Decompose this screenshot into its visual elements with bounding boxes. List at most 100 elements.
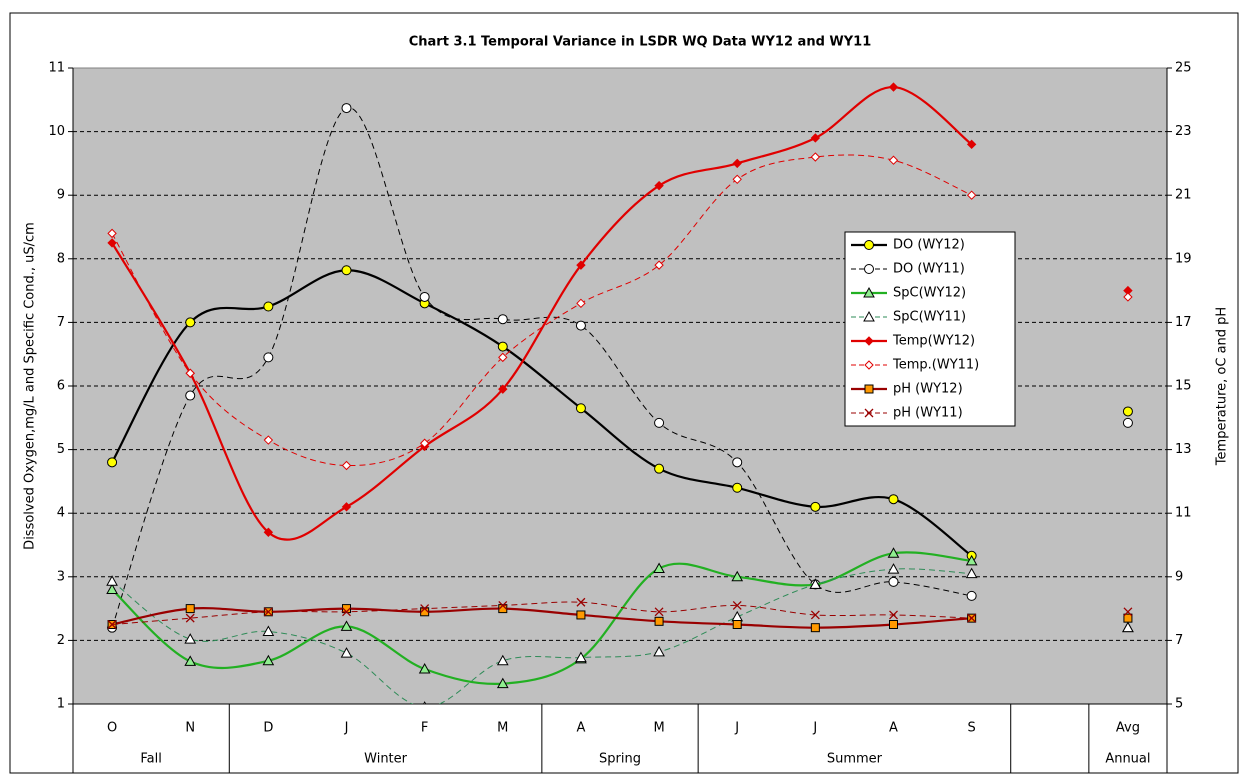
marker: [185, 368, 195, 378]
marker: [863, 310, 875, 322]
y-tick-label: 11: [48, 61, 65, 76]
marker: [864, 240, 874, 250]
marker: [888, 494, 899, 505]
marker: [965, 567, 978, 579]
legend-label: DO (WY12): [893, 238, 965, 253]
marker: [653, 562, 665, 574]
x-tick-label: Avg: [1116, 721, 1140, 736]
marker: [342, 607, 351, 617]
y2-tick-label: 21: [1175, 188, 1192, 203]
marker: [1123, 292, 1133, 302]
y2-tick-label: 9: [1175, 569, 1183, 584]
y-tick-label: 5: [57, 442, 65, 457]
marker: [654, 180, 664, 191]
y2-tick-label: 15: [1175, 379, 1192, 394]
x-group-label: Summer: [827, 752, 883, 767]
marker: [576, 597, 586, 607]
x-tick-label: O: [107, 721, 117, 736]
marker: [185, 613, 195, 623]
y2-tick-label: 11: [1175, 506, 1192, 521]
marker: [420, 604, 430, 614]
legend-box: [844, 231, 1016, 427]
marker: [889, 610, 898, 620]
marker: [107, 620, 117, 629]
marker: [496, 654, 509, 666]
marker: [654, 607, 664, 617]
marker: [576, 610, 586, 620]
marker: [864, 264, 874, 274]
y-tick-label: 2: [57, 633, 65, 648]
marker: [863, 286, 875, 298]
marker: [732, 482, 743, 493]
marker: [654, 417, 665, 428]
marker: [340, 620, 353, 631]
marker: [888, 155, 899, 165]
marker: [809, 578, 822, 589]
legend-label: pH (WY12): [893, 382, 963, 397]
y-tick-label: 3: [57, 569, 65, 584]
x-tick-label: M: [497, 721, 508, 736]
marker: [106, 583, 118, 595]
marker: [341, 265, 352, 276]
marker: [263, 435, 274, 445]
y-tick-label: 1: [57, 697, 65, 712]
marker: [810, 133, 821, 143]
marker: [497, 314, 508, 325]
marker: [1122, 406, 1133, 417]
chart-title: Chart 3.1 Temporal Variance in LSDR WQ D…: [409, 35, 872, 50]
marker: [575, 651, 587, 663]
x-tick-label: J: [812, 721, 817, 736]
marker: [341, 502, 352, 512]
marker: [341, 103, 352, 114]
marker: [498, 600, 508, 610]
marker: [966, 590, 977, 601]
legend-label: Temp(WY12): [892, 334, 975, 349]
marker: [263, 527, 274, 537]
marker: [864, 408, 874, 418]
x-tick-label: F: [421, 721, 428, 736]
legend-label: Temp.(WY11): [892, 358, 979, 373]
series-layer: [106, 82, 1134, 704]
x-group-label: Spring: [599, 752, 641, 767]
x-tick-label: A: [889, 721, 898, 736]
marker: [498, 384, 508, 394]
y2-axis-title: Temperature, oC and pH: [1215, 307, 1230, 466]
marker: [732, 158, 742, 169]
legend-label: SpC(WY12): [893, 286, 966, 301]
marker: [575, 320, 586, 331]
x-group-label: Annual: [1105, 752, 1150, 767]
marker: [263, 301, 274, 312]
marker: [340, 647, 353, 658]
marker: [1122, 417, 1133, 428]
marker: [887, 563, 900, 574]
marker: [887, 547, 900, 558]
x-tick-label: J: [344, 721, 349, 736]
marker: [184, 655, 197, 666]
marker: [107, 228, 117, 239]
marker: [185, 317, 196, 328]
marker: [263, 352, 274, 363]
y2-tick-label: 19: [1175, 251, 1192, 266]
y-tick-label: 7: [57, 315, 65, 330]
y-tick-label: 8: [57, 251, 65, 266]
marker: [419, 291, 430, 302]
marker: [654, 463, 665, 474]
marker: [732, 457, 743, 468]
marker: [262, 654, 275, 666]
marker: [654, 616, 664, 626]
legend-label: DO (WY11): [893, 262, 965, 277]
marker: [732, 600, 742, 610]
marker: [575, 403, 586, 414]
marker: [810, 501, 821, 512]
marker: [262, 625, 275, 636]
marker: [423, 701, 427, 704]
y2-tick-label: 13: [1175, 442, 1192, 457]
x-group-label: Fall: [140, 752, 161, 767]
marker: [966, 190, 977, 200]
marker: [864, 384, 874, 394]
marker: [185, 390, 196, 401]
marker: [184, 633, 197, 644]
marker: [864, 336, 874, 346]
marker: [185, 604, 195, 614]
marker: [810, 152, 821, 162]
